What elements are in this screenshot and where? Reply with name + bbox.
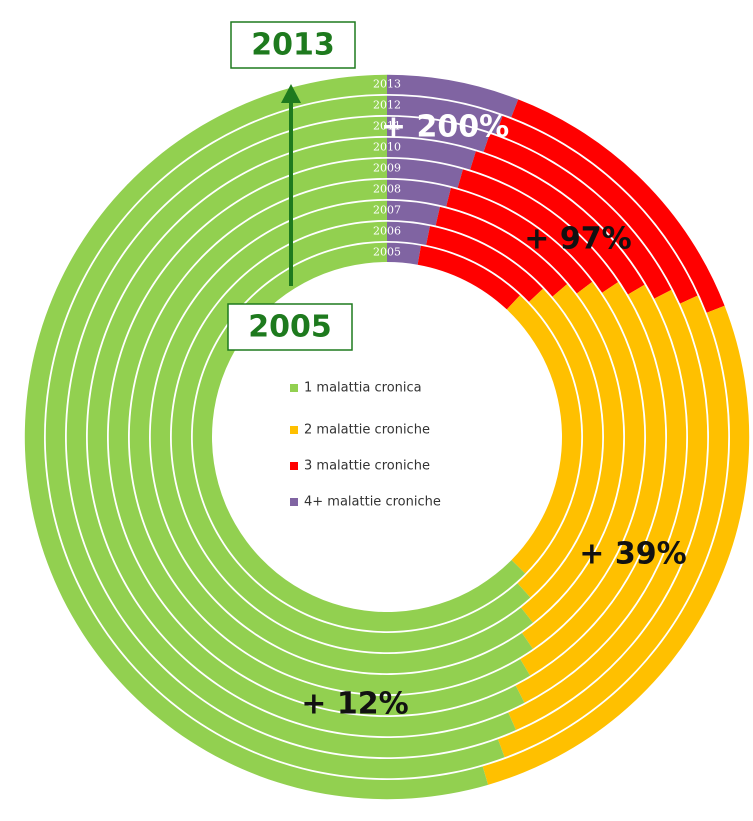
ring-year-label: 2012 [373, 98, 401, 111]
legend-swatch [290, 498, 298, 506]
rings [24, 74, 750, 800]
ring-segment [387, 158, 463, 188]
ring-segment [522, 281, 645, 649]
ring-segment [192, 242, 526, 632]
ring-segment [446, 187, 593, 294]
ring-segment [457, 169, 619, 293]
ring-segment [511, 99, 725, 313]
ring-year-label: 2013 [373, 77, 401, 90]
annotation: + 200% [381, 110, 509, 145]
ring-segment [483, 133, 672, 299]
ring-segment [515, 284, 687, 703]
ring-segment [520, 282, 666, 676]
ring-year-label: 2010 [373, 140, 401, 153]
ring-segment [171, 221, 531, 653]
ring-segment [387, 221, 430, 245]
ring-year-label: 2005 [373, 245, 401, 258]
ring-segment [387, 242, 421, 265]
ring-segment [387, 116, 490, 152]
ring-segment [387, 200, 440, 226]
annotation: + 12% [301, 687, 408, 722]
legend-swatch [290, 426, 298, 434]
ring-segment [150, 200, 533, 674]
legend-label: 4+ malattie croniche [304, 495, 441, 510]
ring-year-label: 2006 [373, 224, 401, 237]
ring-segment [435, 206, 568, 297]
ring-segment [426, 226, 543, 302]
year-box [227, 303, 353, 351]
ring-segment [387, 179, 451, 207]
ring-year-label: 2008 [373, 182, 401, 195]
ring-year-label: 2011 [373, 119, 401, 132]
ring-segment [508, 289, 708, 731]
ring-segment [417, 245, 520, 310]
ring-segment [470, 151, 645, 295]
ring-segment [517, 288, 603, 598]
legend-swatch [290, 384, 298, 392]
annotation: + 97% [524, 222, 631, 257]
legend-label: 3 malattie croniche [304, 459, 430, 474]
ring-year-label: 2007 [373, 203, 401, 216]
ring-year-label: 2009 [373, 161, 401, 174]
ring-segment [521, 284, 624, 623]
legend-label: 2 malattie croniche [304, 423, 430, 438]
end-year-label: 2013 [251, 28, 335, 63]
legend-label: 1 malattia cronica [304, 381, 422, 396]
ring-segment [506, 295, 582, 574]
ring-segment [496, 115, 698, 304]
start-year-label: 2005 [248, 310, 332, 345]
annotation: + 39% [579, 537, 686, 572]
ring-segment [387, 137, 476, 170]
ring-segment [497, 295, 729, 758]
ring-segment [482, 305, 750, 785]
arrow-head [281, 84, 301, 103]
ring-segment [387, 95, 503, 135]
ring-segment [387, 74, 519, 118]
legend-swatch [290, 462, 298, 470]
year-box [230, 21, 356, 69]
